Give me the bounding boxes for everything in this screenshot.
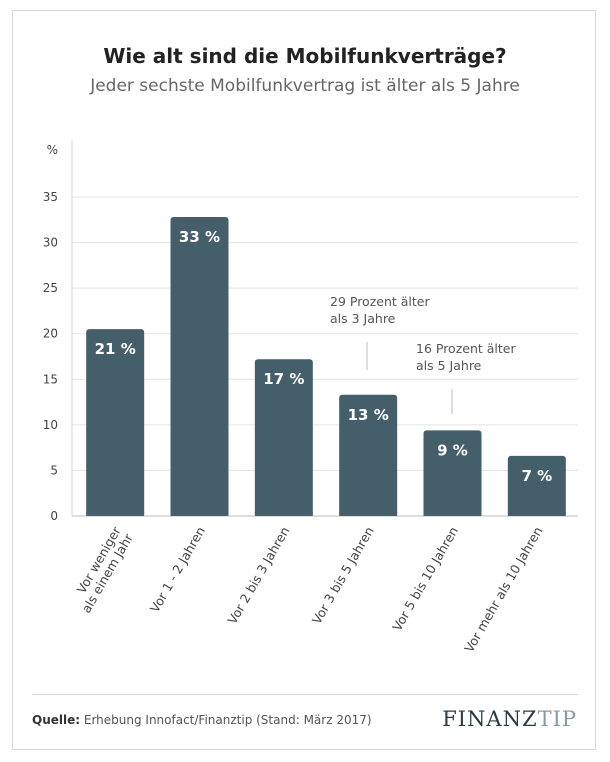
y-tick-label: 0 [50,509,58,523]
x-tick-label-line: Vor 5 bis 10 Jahren [389,524,461,634]
source-note: Quelle: Erhebung Innofact/Finanztip (Sta… [32,713,372,727]
annotation-line: als 3 Jahre [330,311,396,326]
bar-base [254,512,313,516]
y-tick-label: 35 [43,190,58,204]
logo-main: FINANZ [442,707,538,731]
bar [507,455,566,516]
gridlines [72,196,578,517]
x-tick-label: Vor 3 bis 5 Jahren [309,524,377,627]
bar-base [170,512,229,516]
x-tick-label-line: Vor 3 bis 5 Jahren [309,524,377,627]
bar [254,359,313,516]
bar [339,394,398,516]
annotation-line: 16 Prozent älter [416,341,516,356]
bar-value-label: 7 % [521,467,552,485]
y-axis: 0 5 10 15 20 25 30 35% [43,140,73,523]
bar-base [339,512,398,516]
source-text: Erhebung Innofact/Finanztip (Stand: März… [80,713,372,727]
x-tick-label: Vor 1 - 2 Jahren [147,524,208,615]
x-tick-label: Vor wenigerals einem Jahr [66,523,136,615]
chart-title: Wie alt sind die Mobilfunkverträge? [103,44,507,68]
logo-accent: TIP [537,707,577,731]
chart-subtitle: Jeder sechste Mobilfunkvertrag ist älter… [90,76,520,96]
bar [86,329,145,516]
finanztip-logo: FINANZTIP [442,707,577,731]
x-axis-labels: Vor wenigerals einem Jahr Vor 1 - 2 Jahre… [66,523,546,655]
x-tick-label: Vor 5 bis 10 Jahren [389,524,461,634]
bars: 21 % 33 % 17 % 13 % 9 % 7 % [86,217,566,516]
annotation-line: als 5 Jahre [416,358,482,373]
x-tick-label: Vor 2 bis 3 Jahren [225,524,293,627]
bar-chart: 0 5 10 15 20 25 30 35% 21 % 33 % 17 % 13 % 9 % 7 % 2… [43,140,578,655]
y-tick-label: 20 [43,327,58,341]
bar-base [507,512,566,516]
bar-value-label: 13 % [348,406,389,424]
y-tick-label: 25 [43,281,58,295]
x-tick-label-line: Vor 1 - 2 Jahren [147,524,208,615]
y-tick-label: 30 [43,236,58,250]
bar [170,217,229,516]
bar-value-label: 9 % [437,441,468,459]
x-tick-label-line: Vor mehr als 10 Jahren [461,524,545,655]
annotation-text: 29 Prozent älter als 3 Jahre [330,294,430,326]
annotation-line: 29 Prozent älter [330,294,430,309]
bar-value-label: 21 % [95,340,136,358]
y-tick-label: 10 [43,418,58,432]
annotation-text: 16 Prozent älter als 5 Jahre [416,341,516,373]
bar-base [423,512,482,516]
annotations: 29 Prozent älter als 3 Jahre 16 Prozent äl… [330,294,516,414]
x-tick-label: Vor mehr als 10 Jahren [461,524,545,655]
bar [423,430,482,516]
bar-base [86,512,145,516]
bar-value-label: 17 % [263,370,304,388]
y-axis-label: % [47,143,58,157]
y-tick-label: 5 [50,463,58,477]
y-tick-label: 15 [43,372,58,386]
source-label: Quelle: [32,713,81,727]
footer-divider [32,694,578,695]
x-tick-label-line: Vor 2 bis 3 Jahren [225,524,293,627]
bar-value-label: 33 % [179,228,220,246]
